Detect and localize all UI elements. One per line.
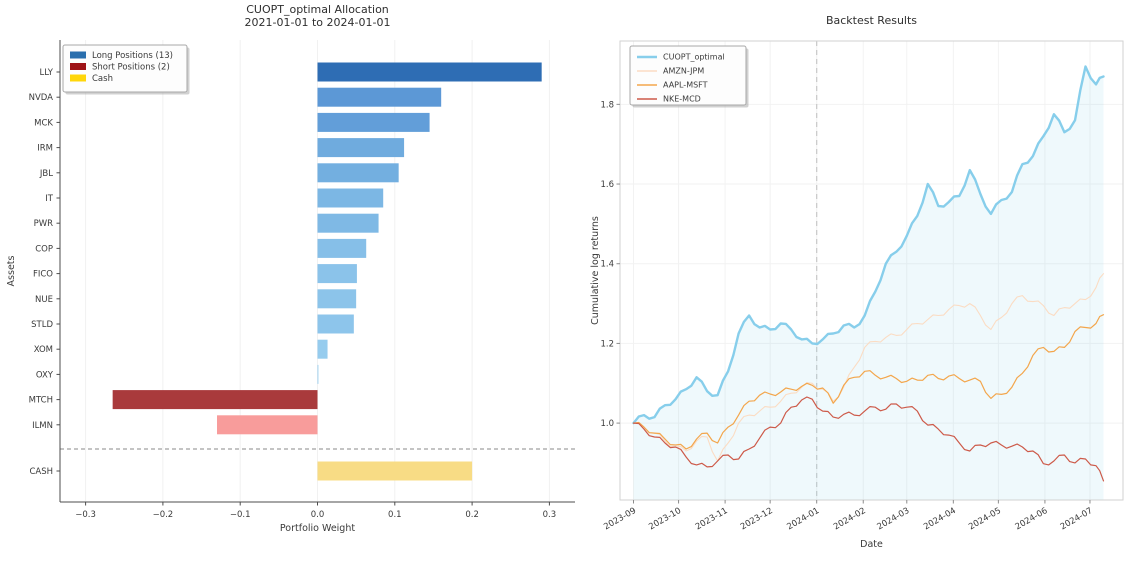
line-NKE-MCD — [632, 396, 1105, 482]
allocation-legend: Long Positions (13) Short Positions (2)Ca… — [62, 44, 190, 95]
x-tick-label: 2023-10 — [647, 506, 683, 532]
y-tick-label: PWR — [34, 219, 54, 229]
bar-MTCH — [112, 390, 318, 410]
x-tick-label: −0.1 — [230, 510, 251, 520]
chart-subtitle: 2021-01-01 to 2024-01-01 — [245, 16, 391, 29]
bar-MCK — [317, 112, 430, 132]
x-tick-label: 2024-01 — [785, 506, 821, 532]
x-tick-label: 2024-03 — [876, 506, 912, 532]
x-tick-label: 0.2 — [465, 510, 479, 520]
bar-IT — [317, 188, 384, 208]
legend-box — [629, 45, 747, 106]
y-tick-label: CASH — [29, 467, 53, 477]
bar-LLY — [317, 62, 542, 82]
legend-label: Short Positions (2) — [92, 63, 170, 73]
y-tick-label: 1.6 — [600, 180, 614, 190]
x-tick-label: 2024-02 — [832, 506, 868, 532]
x-tick-label: 2023-12 — [739, 506, 775, 532]
bar-STLD — [317, 314, 354, 334]
legend-swatch — [70, 63, 86, 70]
y-tick-label: LLY — [39, 68, 53, 78]
y-tick-label: 1.8 — [600, 100, 614, 110]
y-tick-label: OXY — [36, 370, 54, 380]
legend-swatch — [70, 51, 86, 59]
bar-NVDA — [317, 87, 442, 107]
y-tick-label: NUE — [35, 295, 53, 305]
x-tick-label: 0.3 — [543, 510, 557, 520]
bar-IRM — [317, 138, 405, 158]
chart-title: CUOPT_optimal Allocation — [246, 3, 389, 16]
x-tick-label: 0.0 — [311, 510, 325, 520]
chart-title: Backtest Results — [826, 14, 917, 27]
y-tick-label: MTCH — [29, 396, 53, 406]
legend-swatch — [70, 74, 86, 82]
x-tick-label: −0.3 — [75, 510, 96, 520]
x-tick-label: 2024-06 — [1014, 506, 1050, 532]
bar-CASH — [317, 461, 473, 481]
x-tick-label: −0.2 — [153, 510, 174, 520]
y-tick-label: 1.4 — [600, 260, 614, 270]
legend-box — [62, 44, 188, 93]
backtest-line-chart: 2023-09 2023-10 2023-11 2023-12 2024-01 2024-… — [590, 14, 1124, 550]
legend-label: AAPL-MSFT — [663, 81, 708, 90]
allocation-bar-chart: LLY NVDA MCK IRM JBL IT PWR COP FICO NUE STLD XOM OX… — [6, 3, 575, 534]
y-tick-label: COP — [35, 244, 53, 254]
y-tick-label: 1.0 — [600, 419, 614, 429]
y-tick-label: MCK — [34, 118, 53, 128]
bar-COP — [317, 238, 367, 258]
bar-JBL — [317, 163, 399, 183]
y-tick-label: IT — [45, 194, 54, 204]
y-tick-label: NVDA — [29, 93, 54, 103]
legend-label: Long Positions (13) — [92, 51, 173, 61]
x-tick-label: 0.1 — [388, 510, 402, 520]
x-tick-label: 2023-11 — [694, 506, 730, 532]
x-tick-label: 2024-04 — [922, 506, 958, 532]
bar-ILMN — [217, 415, 318, 435]
bar-PWR — [317, 213, 379, 233]
x-tick-label: 2024-05 — [967, 506, 1003, 532]
y-tick-label: JBL — [39, 169, 53, 179]
y-axis-label: Cumulative log returns — [590, 216, 601, 325]
x-tick-label: 2024-07 — [1059, 506, 1095, 532]
bar-FICO — [317, 264, 357, 284]
x-axis-label: Date — [860, 539, 883, 550]
y-tick-label: ILMN — [32, 421, 53, 431]
legend-label: CUOPT_optimal — [663, 53, 725, 62]
legend-label: NKE-MCD — [663, 95, 701, 104]
x-tick-label: 2023-09 — [602, 506, 638, 532]
legend-label: Cash — [92, 74, 113, 84]
line-CUOPT_optimal — [632, 65, 1105, 425]
line-AAPL-MSFT — [632, 314, 1105, 450]
bar-NUE — [317, 289, 357, 309]
line-AMZN-JPM — [632, 273, 1105, 462]
y-tick-label: 1.2 — [600, 339, 614, 349]
plot-border — [619, 40, 1124, 501]
bar-OXY — [317, 364, 319, 384]
y-tick-label: STLD — [31, 320, 53, 330]
bar-XOM — [317, 339, 328, 359]
y-axis-label: Assets — [6, 255, 17, 286]
x-axis-label: Portfolio Weight — [280, 523, 355, 534]
backtest-legend: CUOPT_optimal AMZN-JPM AAPL-MSFT NKE-MCD — [629, 45, 749, 108]
legend-label: AMZN-JPM — [663, 67, 704, 76]
area-fill-CUOPT_optimal — [633, 66, 1104, 500]
y-tick-label: FICO — [33, 270, 53, 280]
y-tick-label: XOM — [34, 345, 53, 355]
y-tick-label: IRM — [37, 144, 53, 154]
